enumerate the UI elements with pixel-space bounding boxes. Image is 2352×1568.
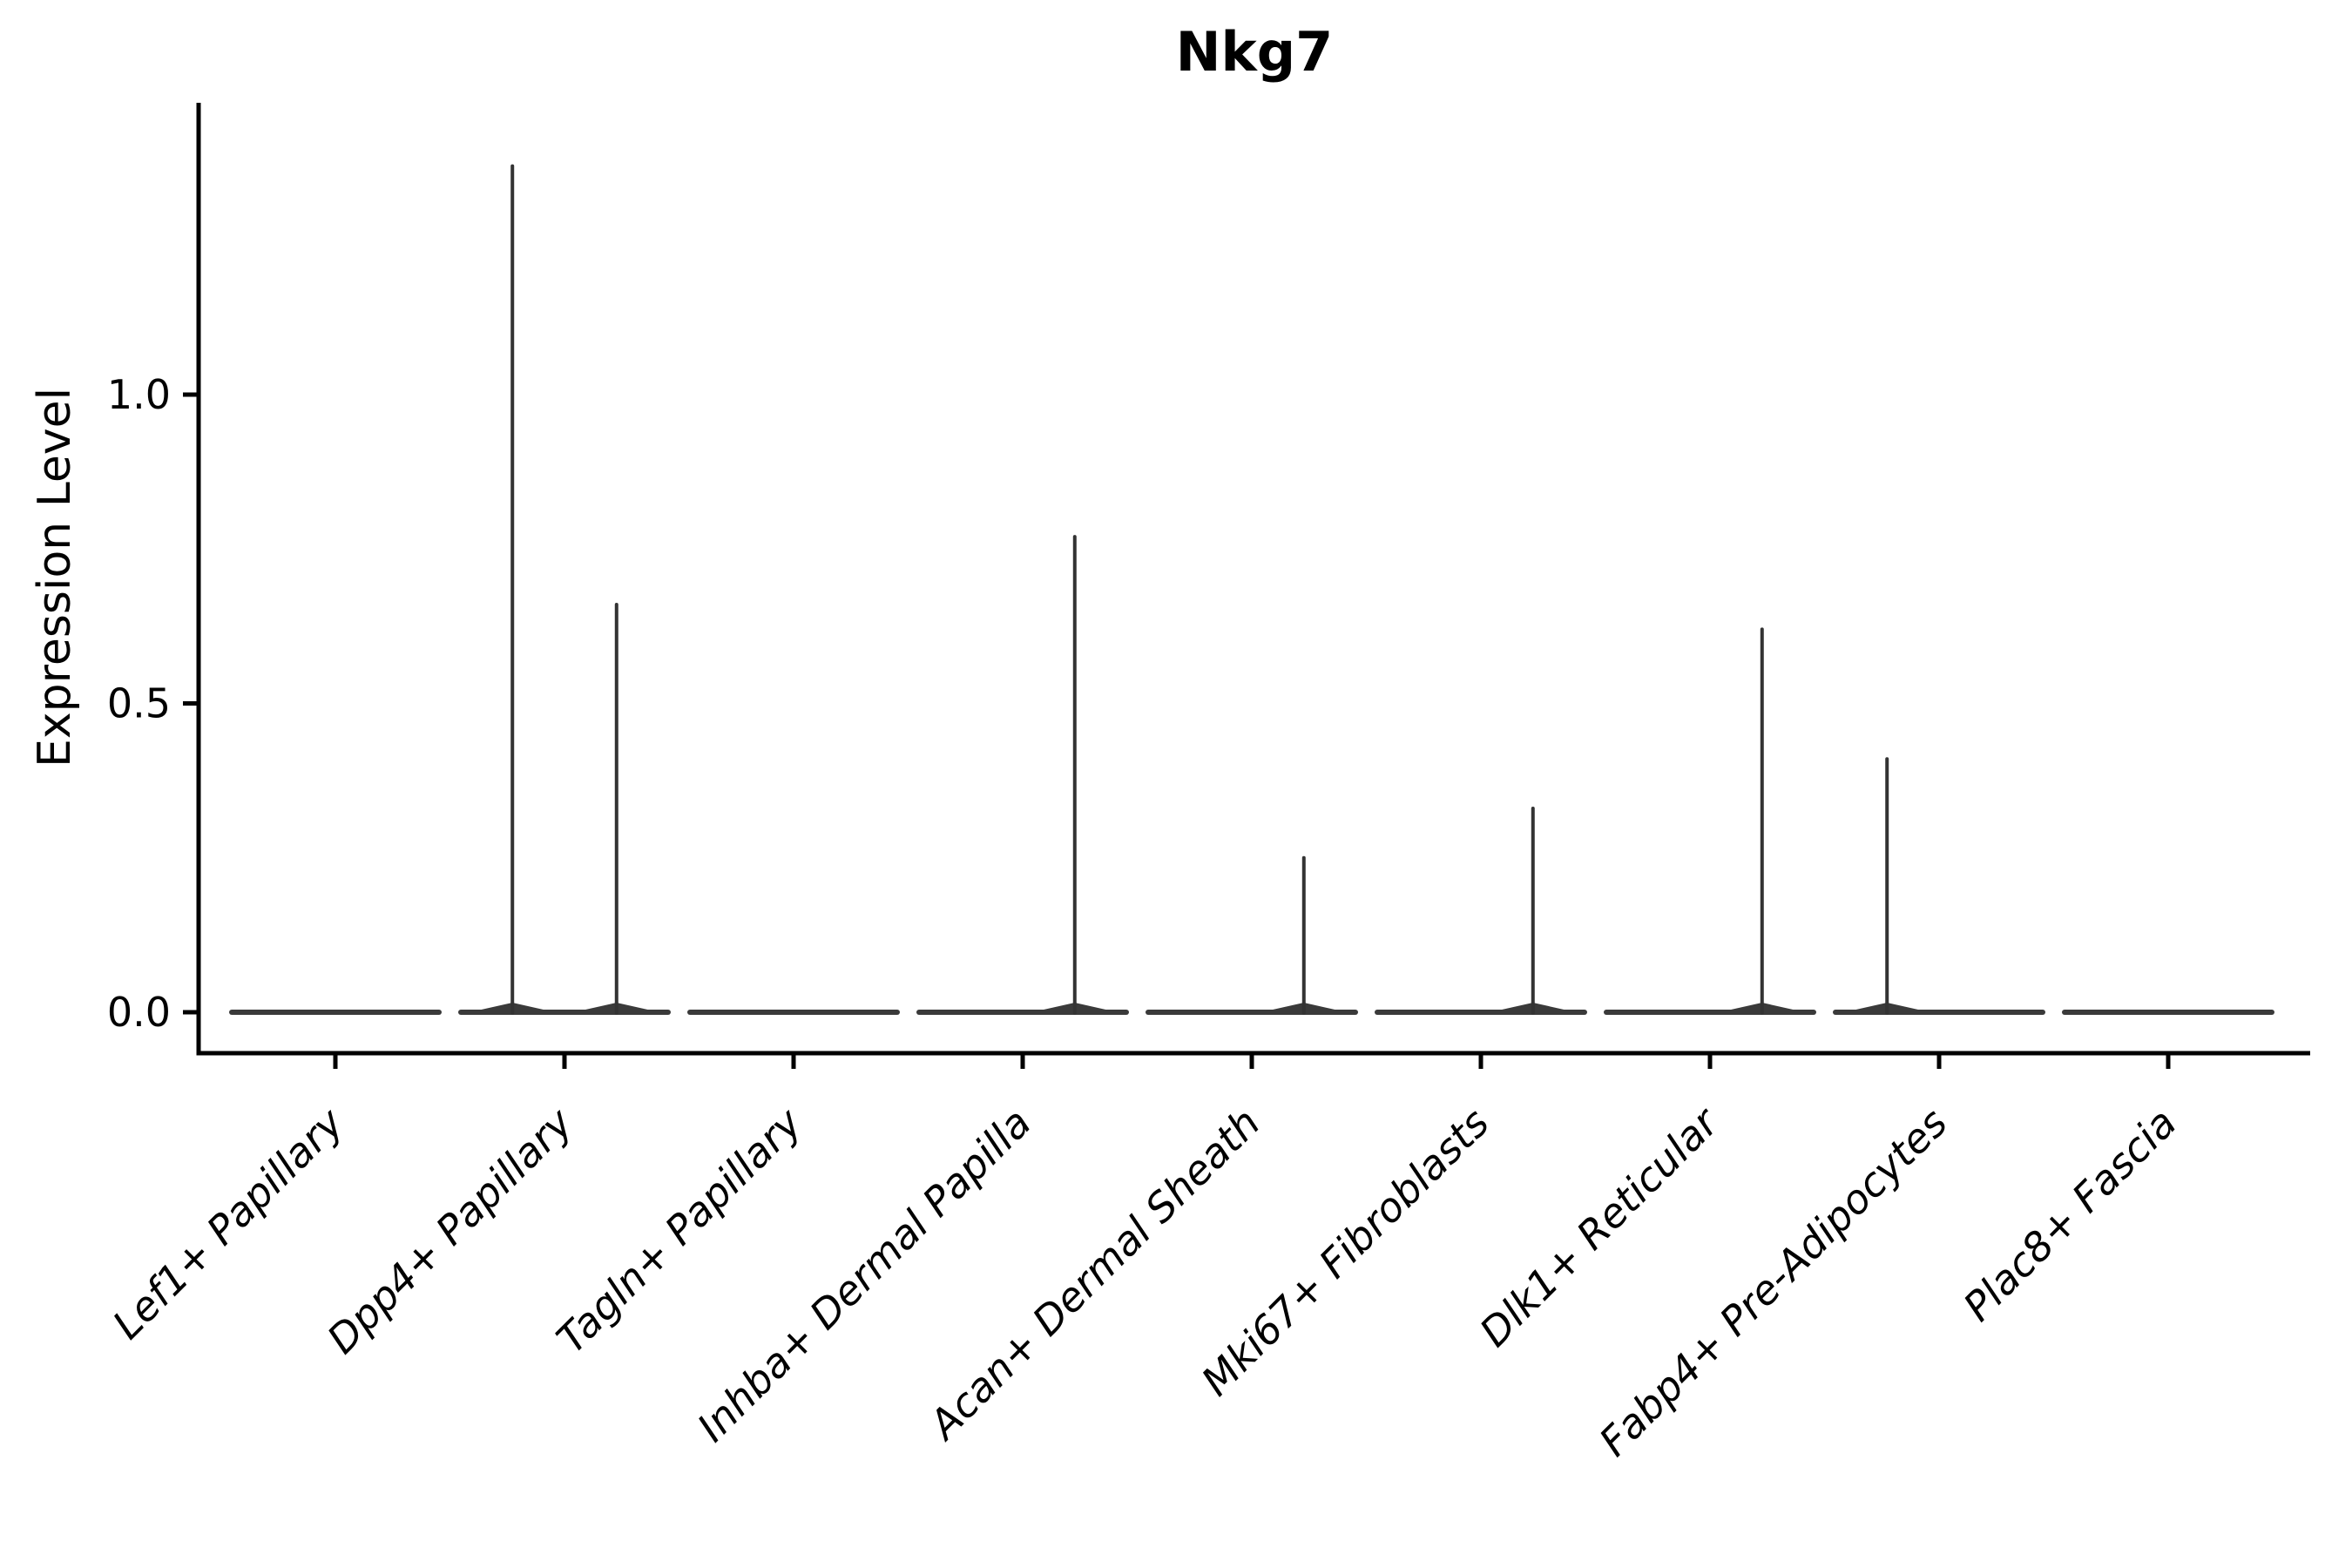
y-tick-label: 1.0 — [107, 371, 171, 418]
y-tick-label: 0.0 — [107, 989, 171, 1036]
x-category-label: Dlk1+ Reticular — [1470, 1097, 1729, 1355]
x-category-label: Tagln+ Papillary — [547, 1098, 811, 1362]
x-category-label: Plac8+ Fascia — [1954, 1099, 2185, 1330]
x-category-label: Dpp4+ Papillary — [318, 1098, 582, 1362]
y-axis-label: Expression Level — [29, 388, 81, 767]
chart-title: Nkg7 — [1175, 20, 1334, 84]
violin-body — [229, 1010, 442, 1015]
violin-body — [687, 1010, 900, 1015]
x-category-label: Lef1+ Papillary — [104, 1098, 353, 1348]
violin-body — [2062, 1010, 2274, 1015]
y-tick-label: 0.5 — [107, 680, 171, 727]
